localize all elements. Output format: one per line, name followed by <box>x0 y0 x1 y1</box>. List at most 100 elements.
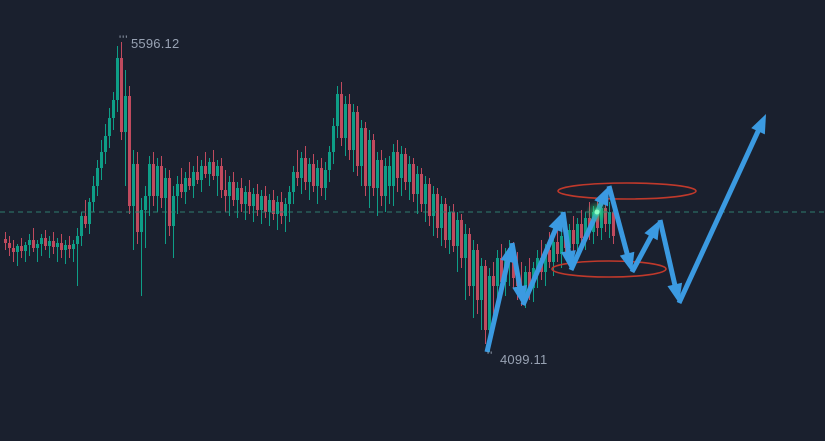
support-zone-ellipse <box>551 260 667 278</box>
swing-high-price-label: 5596.12 <box>131 36 180 51</box>
candle-body <box>220 166 223 190</box>
candle-body <box>176 184 179 196</box>
candle-body <box>168 178 171 226</box>
candle-body <box>464 234 467 258</box>
candle-body <box>456 220 459 246</box>
candle-wick <box>85 200 86 228</box>
candle-body <box>332 126 335 152</box>
candle-body <box>44 238 47 246</box>
candle-body <box>304 158 307 182</box>
candle-body <box>196 172 199 180</box>
candle-body <box>568 230 571 248</box>
candle-body <box>436 194 439 228</box>
candle-body <box>104 136 107 152</box>
swing-low-price-label: 4099.11 <box>500 352 548 367</box>
candle-body <box>32 240 35 248</box>
candle-body <box>428 184 431 216</box>
candle-body <box>500 258 503 282</box>
candle-body <box>388 166 391 186</box>
candle-body <box>216 166 219 176</box>
candle-wick <box>189 162 190 190</box>
candle-body <box>356 112 359 166</box>
resistance-zone-ellipse <box>557 182 697 200</box>
candle-body <box>560 236 563 254</box>
candle-body <box>472 250 475 286</box>
candle-body <box>92 186 95 202</box>
candle-body <box>184 178 187 192</box>
candle-body <box>252 194 255 206</box>
arrow-up-4-head <box>644 220 660 241</box>
candle-body <box>468 234 471 286</box>
candle-body <box>160 166 163 198</box>
candle-body <box>292 172 295 192</box>
candle-body <box>480 266 483 300</box>
candle-body <box>48 241 51 246</box>
candle-body <box>72 244 75 249</box>
candle-body <box>496 258 499 286</box>
candle-body <box>36 244 39 248</box>
candle-body <box>156 166 159 196</box>
candle-body <box>280 202 283 216</box>
candle-wick <box>197 156 198 184</box>
candle-body <box>232 182 235 200</box>
candle-wick <box>465 224 466 300</box>
candle-body <box>476 250 479 300</box>
arrow-down-2-shaft <box>560 211 572 256</box>
candle-body <box>12 248 15 252</box>
candle-body <box>28 240 31 245</box>
candle-body <box>580 224 583 238</box>
candle-body <box>452 212 455 246</box>
candle-body <box>492 276 495 286</box>
candle-wick <box>141 198 142 296</box>
candle-body <box>440 204 443 228</box>
candle-wick <box>37 240 38 262</box>
arrow-down-4-shaft <box>657 219 679 289</box>
arrow-up-1-shaft <box>484 257 512 353</box>
candle-body <box>312 164 315 186</box>
candle-body <box>324 170 327 188</box>
candle-body <box>244 192 247 204</box>
candle-body <box>84 216 87 224</box>
candle-body <box>448 212 451 240</box>
candle-body <box>64 245 67 250</box>
candle-body <box>120 58 123 132</box>
candle-body <box>112 100 115 118</box>
candle-body <box>548 250 551 262</box>
candle-wick <box>493 262 494 318</box>
candle-body <box>172 196 175 226</box>
candle-body <box>128 96 131 206</box>
candle-body <box>316 168 319 186</box>
candle-body <box>444 204 447 240</box>
candle-body <box>188 178 191 186</box>
candle-body <box>384 166 387 196</box>
candle-body <box>76 236 79 244</box>
candle-body <box>300 158 303 178</box>
candle-body <box>612 212 615 236</box>
candle-body <box>400 154 403 178</box>
candle-body <box>380 160 383 196</box>
candle-body <box>200 166 203 180</box>
candle-body <box>272 200 275 214</box>
candle-body <box>192 172 195 186</box>
candle-body <box>276 202 279 214</box>
candle-wick <box>49 236 50 258</box>
candle-wick <box>77 228 78 286</box>
candle-body <box>460 220 463 258</box>
candle-body <box>8 243 11 248</box>
candle-body <box>236 188 239 200</box>
candle-body <box>100 152 103 168</box>
arrow-up-5-shaft <box>676 126 762 305</box>
candle-body <box>608 212 611 224</box>
candle-wick <box>145 186 146 248</box>
candle-body <box>204 166 207 174</box>
candle-body <box>24 245 27 251</box>
arrow-up-5-head <box>751 114 766 135</box>
candle-body <box>392 152 395 186</box>
candle-body <box>420 174 423 204</box>
candle-body <box>124 96 127 132</box>
candle-wick <box>217 160 218 196</box>
candle-body <box>308 164 311 182</box>
candle-wick <box>165 168 166 244</box>
